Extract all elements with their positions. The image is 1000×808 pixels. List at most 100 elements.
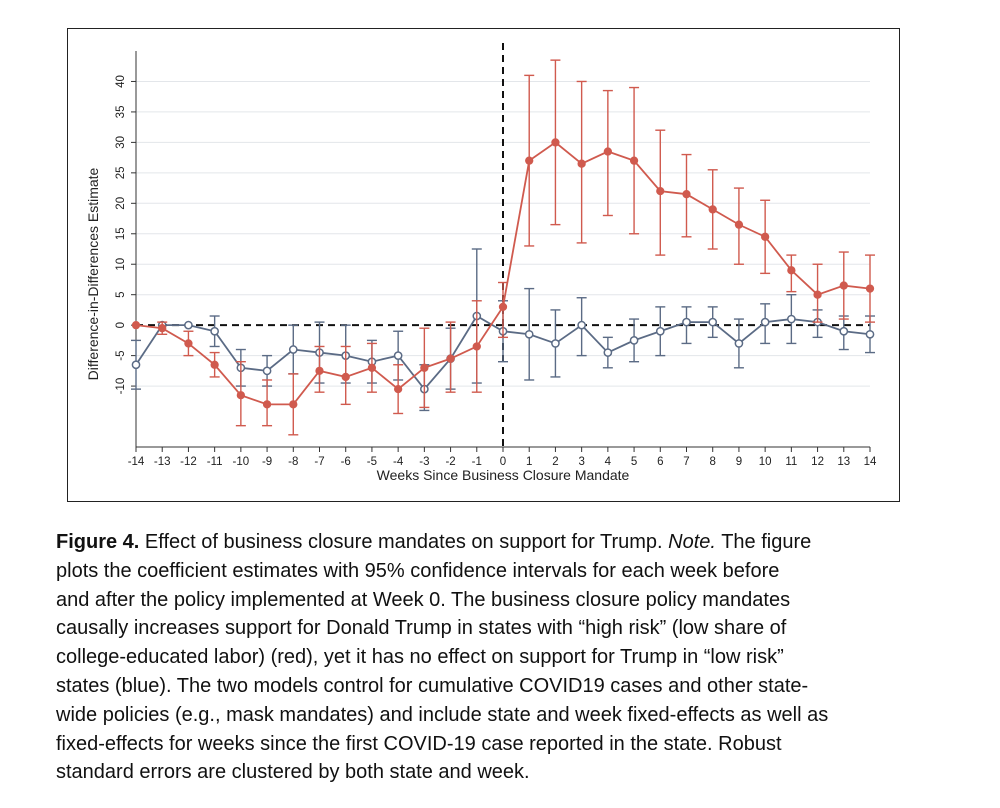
- red-series-point: [498, 302, 508, 312]
- x-tick-label: 7: [683, 456, 689, 468]
- y-tick-label: 10: [115, 258, 127, 271]
- y-tick-label: 25: [115, 166, 127, 179]
- x-tick-label: -7: [314, 456, 324, 468]
- red-series-point: [760, 232, 770, 241]
- red-series-point: [551, 138, 560, 147]
- figure-label: Figure 4.: [56, 531, 140, 553]
- x-tick-label: -5: [367, 456, 377, 468]
- red-series-point: [839, 281, 848, 290]
- red-series-point: [603, 147, 613, 156]
- blue-series-point: [760, 317, 770, 327]
- blue-series-point: [708, 317, 718, 327]
- y-tick-label: -5: [115, 350, 127, 360]
- x-tick-label: -4: [393, 456, 404, 468]
- x-tick-label: 13: [837, 456, 850, 468]
- red-series-point: [577, 159, 586, 168]
- caption-line-4: causally increases support for Donald Tr…: [56, 617, 787, 640]
- x-tick-label: 12: [811, 456, 824, 468]
- x-tick-label: 8: [710, 456, 716, 468]
- blue-series-point: [131, 360, 141, 370]
- blue-series-point: [393, 351, 403, 360]
- x-tick-label: 3: [578, 456, 584, 468]
- caption-lead: Effect of business closure mandates on s…: [144, 531, 663, 553]
- red-series-point: [367, 363, 377, 372]
- chart-frame: -10 -5 0 5 10 15 20 25 30 35 40 -14 -13 -12 -11 -10 -9 -8…: [67, 28, 900, 502]
- caption-line-6: states (blue). The two models control fo…: [56, 674, 809, 697]
- red-series-point: [393, 384, 403, 394]
- caption-line-8: fixed-effects for weeks since the first …: [56, 732, 782, 755]
- x-axis-title: Weeks Since Business Closure Mandate: [377, 467, 630, 483]
- blue-series-point: [288, 345, 298, 354]
- y-tick-label: 15: [115, 227, 127, 240]
- y-tick-label: -10: [115, 378, 127, 395]
- red-series-point: [341, 372, 350, 382]
- red-series-point: [787, 266, 796, 275]
- note-label: Note.: [668, 531, 716, 553]
- caption-line-3: and after the policy implemented at Week…: [56, 588, 791, 611]
- x-tick-label: -2: [445, 456, 455, 468]
- x-tick-label: -6: [341, 456, 351, 468]
- figure-caption: Figure 4. Effect of business closure man…: [56, 528, 936, 787]
- x-tick-label: -8: [288, 456, 298, 468]
- y-tick-label: 35: [115, 106, 127, 119]
- x-tick-label: 4: [605, 456, 612, 468]
- caption-line-5: college-educated labor) (red), yet it ha…: [56, 646, 784, 669]
- red-series-point: [210, 360, 219, 369]
- red-series-point: [420, 363, 429, 372]
- x-tick-label: -11: [207, 456, 223, 468]
- red-series-point: [315, 366, 324, 375]
- caption-line-9: standard errors are clustered by both st…: [56, 761, 530, 784]
- x-tick-label: -14: [128, 456, 145, 468]
- x-tick-label: -12: [180, 456, 197, 468]
- blue-series-point: [603, 348, 613, 357]
- blue-series-point: [524, 329, 534, 339]
- x-tick-label: 0: [500, 456, 506, 468]
- y-tick-label: 20: [115, 197, 127, 210]
- y-tick-label: 30: [115, 136, 127, 149]
- x-tick-label: 14: [864, 456, 877, 468]
- red-series-point: [446, 354, 455, 363]
- blue-series-point: [734, 339, 744, 348]
- caption-line-2: plots the coefficient estimates with 95%…: [56, 559, 780, 582]
- blue-series-point: [787, 314, 796, 324]
- blue-series-point: [551, 339, 560, 348]
- x-tick-label: -3: [419, 456, 429, 468]
- x-tick-label: 9: [736, 456, 742, 468]
- red-series-point: [656, 186, 665, 196]
- red-series-point: [131, 321, 141, 330]
- red-series-point: [813, 290, 822, 299]
- x-tick-label: 2: [552, 456, 558, 468]
- blue-series-point: [629, 336, 639, 345]
- blue-series-point: [839, 326, 849, 336]
- blue-series-point: [577, 320, 586, 330]
- x-tick-label: 5: [631, 456, 637, 468]
- red-series-point: [262, 400, 272, 409]
- y-axis-title: Difference-in-Differences Estimate: [85, 167, 101, 380]
- red-series-point: [734, 220, 744, 229]
- x-tick-label: -13: [154, 456, 171, 468]
- x-tick-label: 10: [759, 456, 772, 468]
- y-tick-label: 0: [115, 322, 127, 328]
- red-series-point: [525, 156, 534, 165]
- red-series-point: [865, 284, 875, 293]
- red-series-point: [158, 324, 167, 333]
- caption-text-1: The figure: [721, 531, 812, 553]
- red-series-point: [682, 190, 691, 199]
- x-tick-label: 6: [657, 456, 663, 468]
- blue-series-point: [184, 320, 193, 330]
- red-series-point: [236, 391, 246, 400]
- blue-series-point: [210, 326, 219, 336]
- y-tick-label: 5: [115, 291, 127, 297]
- x-tick-label: -10: [233, 456, 250, 468]
- x-tick-label: -1: [472, 456, 482, 468]
- blue-series-point: [262, 366, 272, 376]
- y-tick-label: 40: [115, 75, 127, 88]
- x-tick-label: 1: [526, 456, 532, 468]
- blue-series-point: [655, 326, 665, 336]
- red-series-point: [289, 400, 298, 409]
- red-series-point: [184, 339, 193, 348]
- red-series-point: [472, 342, 481, 351]
- blue-series-point: [865, 329, 875, 339]
- caption-line-7: wide policies (e.g., mask mandates) and …: [56, 703, 829, 726]
